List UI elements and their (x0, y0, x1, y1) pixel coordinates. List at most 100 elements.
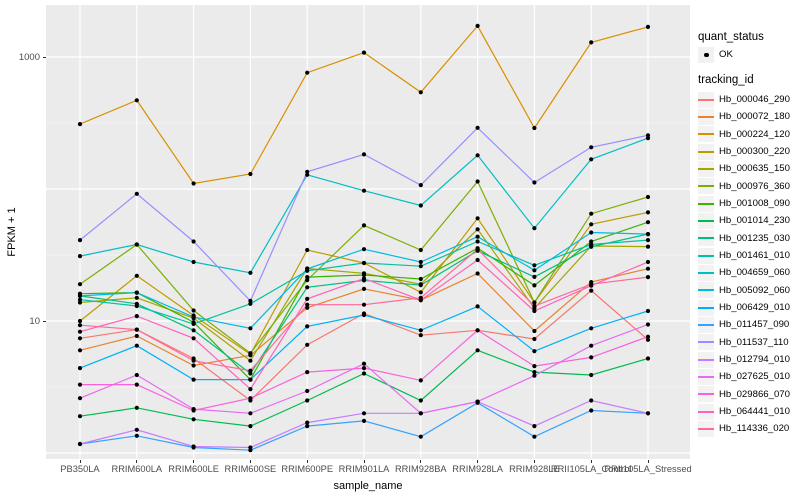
data-point (248, 396, 253, 401)
data-point (305, 302, 310, 307)
legend-item-Hb_011457_090: Hb_011457_090 (698, 316, 789, 333)
data-point (191, 444, 196, 449)
legend-line-icon (698, 358, 714, 361)
legend-key-box (698, 91, 714, 108)
data-point (134, 273, 139, 278)
data-point (191, 315, 196, 320)
data-point (134, 98, 139, 103)
data-point (532, 303, 537, 309)
data-point (77, 348, 83, 353)
legend-item-label: Hb_001461_010 (719, 250, 790, 262)
data-point (191, 377, 196, 382)
data-point (77, 414, 83, 419)
data-point (305, 247, 310, 253)
data-point (475, 239, 480, 244)
x-tick-label: RRIM928LE (509, 464, 560, 474)
data-point (77, 336, 83, 341)
data-point (475, 234, 480, 239)
data-point (475, 216, 480, 221)
data-point (248, 411, 253, 416)
data-point (191, 181, 196, 186)
data-point (77, 254, 83, 259)
data-point (475, 179, 480, 184)
legend-line-icon (698, 167, 714, 170)
data-point (645, 259, 651, 265)
data-point (645, 308, 651, 314)
data-point (305, 420, 310, 425)
data-point (248, 445, 253, 450)
data-point (418, 411, 423, 416)
legend-line-icon (698, 219, 714, 222)
plot-svg (46, 5, 690, 459)
legend-line-icon (698, 375, 714, 378)
data-point (248, 171, 253, 177)
data-point (532, 263, 537, 268)
legend-item-Hb_001008_090: Hb_001008_090 (698, 195, 790, 212)
data-point (305, 388, 310, 394)
data-point (248, 387, 253, 392)
legend-item-label: Hb_011457_090 (719, 319, 790, 331)
x-tick-label: RRIM928BA (394, 464, 447, 474)
legend-item-label: Hb_114336_020 (719, 423, 790, 435)
data-point (645, 266, 651, 271)
data-point (475, 271, 480, 276)
data-point (361, 152, 367, 157)
legend-key-box (698, 160, 714, 177)
legend-item-Hb_000224_120: Hb_000224_120 (698, 126, 790, 143)
legend-line-icon (698, 98, 714, 101)
data-point (134, 427, 139, 432)
x-tick-label: RRIM600LE (168, 464, 219, 474)
legend-line-icon (698, 393, 714, 396)
data-point (305, 342, 310, 347)
data-point (191, 239, 196, 244)
legend-line-icon (698, 306, 714, 309)
data-point (589, 408, 594, 413)
data-point (589, 355, 594, 360)
x-tick-label: RRIM901LA (338, 464, 390, 474)
data-point (589, 157, 594, 162)
data-point (645, 194, 651, 200)
data-point (361, 411, 367, 416)
data-point (361, 50, 367, 55)
legend-item-Hb_000072_180: Hb_000072_180 (698, 108, 790, 125)
data-point (134, 295, 139, 300)
legend-item-Hb_011537_110: Hb_011537_110 (698, 334, 789, 351)
x-tick-label: RRIM928LA (452, 464, 503, 474)
legend-line-icon (698, 115, 714, 118)
data-point (418, 378, 423, 383)
data-point (589, 145, 594, 150)
data-point (532, 336, 537, 342)
data-point (248, 351, 253, 356)
data-point (418, 183, 423, 188)
legend-item-label: Hb_001014_230 (719, 215, 790, 227)
data-point (77, 323, 83, 328)
legend-item-Hb_000976_360: Hb_000976_360 (698, 178, 790, 195)
legend-item-Hb_114336_020: Hb_114336_020 (698, 420, 789, 437)
legend-item-label: Hb_000635_150 (719, 163, 790, 175)
legend-line-icon (698, 341, 714, 344)
data-point (589, 343, 594, 348)
y-tick-mark (42, 56, 46, 58)
data-point (77, 318, 83, 324)
quant-status-label: OK (719, 49, 733, 61)
data-point (645, 210, 651, 215)
legend-item-Hb_000300_220: Hb_000300_220 (698, 143, 790, 160)
data-point (418, 290, 423, 295)
data-point (134, 405, 139, 410)
data-point (532, 226, 537, 231)
legend-item-label: Hb_029866_070 (719, 388, 790, 400)
legend-item-Hb_029866_070: Hb_029866_070 (698, 386, 790, 403)
legend-item-label: Hb_000300_220 (719, 146, 790, 158)
legend-key-box (698, 178, 714, 195)
data-point (589, 222, 594, 227)
data-point (645, 411, 651, 416)
y-tick-mark (42, 320, 46, 322)
data-point (305, 275, 310, 280)
data-point (532, 328, 537, 334)
data-point (134, 290, 139, 295)
data-point (645, 334, 651, 339)
data-point (418, 283, 423, 288)
data-point (361, 272, 367, 278)
data-point (134, 191, 139, 196)
data-point (361, 286, 367, 291)
